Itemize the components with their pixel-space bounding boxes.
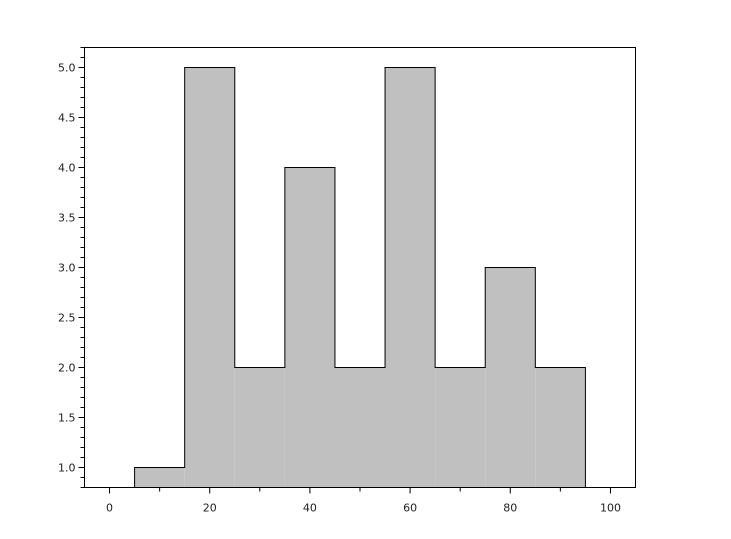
x-tick-label: 20 — [203, 502, 217, 515]
y-tick-label: 2.0 — [58, 362, 76, 375]
histogram-bar — [435, 367, 486, 488]
x-tick-label: 100 — [600, 502, 621, 515]
y-tick-label: 2.5 — [58, 312, 76, 325]
y-tick-label: 5.0 — [58, 62, 76, 75]
y-tick-label: 1.0 — [58, 462, 76, 475]
histogram-bar — [535, 367, 586, 488]
y-tick-label: 3.5 — [58, 212, 76, 225]
histogram-bar — [385, 67, 436, 488]
y-tick-label: 3.0 — [58, 262, 76, 275]
x-tick-label: 40 — [303, 502, 317, 515]
y-tick-label: 4.5 — [58, 112, 76, 125]
x-tick-label: 60 — [403, 502, 417, 515]
plot-frame — [84, 47, 636, 488]
histogram-bar — [134, 467, 185, 488]
histogram-bar — [485, 267, 536, 488]
x-tick-label: 0 — [106, 502, 113, 515]
histogram-bar — [284, 167, 335, 488]
y-tick-label: 4.0 — [58, 162, 76, 175]
histogram-outline — [134, 67, 586, 488]
histogram-bar — [184, 67, 235, 488]
histogram-bar — [334, 367, 386, 488]
x-axis: 0 20 40 60 80 100 — [106, 487, 621, 515]
y-axis: 1.0 1.5 2.0 2.5 3.0 3.5 4.0 4.5 5.0 — [58, 47, 85, 488]
x-tick-label: 80 — [503, 502, 517, 515]
bars — [134, 67, 586, 488]
histogram-bar — [234, 367, 285, 488]
y-tick-label: 1.5 — [58, 412, 76, 425]
